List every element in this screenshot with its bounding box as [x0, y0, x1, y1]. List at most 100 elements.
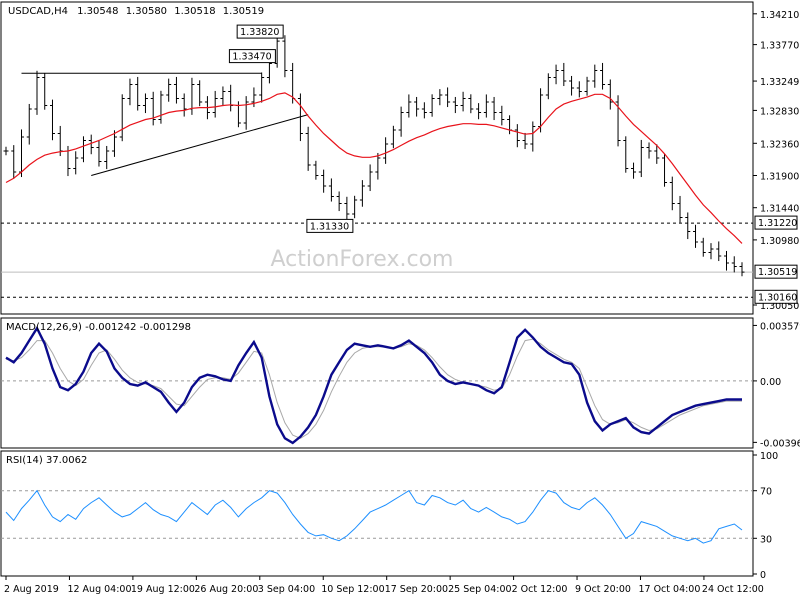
- price-bar: [390, 125, 396, 149]
- level-tag-label: 1.31220: [758, 218, 797, 229]
- macd-main-line: [5, 325, 742, 445]
- price-frame: [0, 1, 754, 315]
- price-panel: ActionForex.com USDCAD,H4 1.30548 1.3058…: [0, 1, 754, 315]
- price-label: 1.33820: [240, 27, 279, 38]
- time-tick-label: 2 Aug 2019: [4, 584, 59, 595]
- price-bar: [313, 160, 319, 180]
- price-bar: [104, 145, 110, 170]
- price-bar: [127, 78, 133, 106]
- price-bar: [460, 91, 466, 112]
- price-bar: [274, 36, 280, 68]
- level-tag-label: 1.30519: [758, 267, 797, 278]
- time-tick-label: 24 Oct 12:00: [702, 584, 764, 595]
- level-tag-label: 1.30160: [758, 292, 797, 303]
- price-bar: [445, 87, 451, 108]
- macd-frame: [0, 317, 754, 449]
- price-tick-label: 1.33770: [760, 41, 799, 52]
- price-bar: [576, 81, 582, 98]
- price-bar: [631, 162, 637, 179]
- ohlc-open: 1.30548: [77, 6, 118, 17]
- watermark: ActionForex.com: [271, 247, 454, 272]
- time-tick-label: 17 Oct 04:00: [638, 584, 700, 595]
- level-tag: [754, 215, 798, 230]
- price-label: 1.33470: [232, 52, 271, 63]
- macd-axis: 0.003579 0.00 -0.003966: [753, 321, 800, 449]
- price-tick-label: 1.34210: [760, 10, 799, 21]
- price-label-box: [306, 218, 354, 233]
- price-bar: [561, 62, 567, 87]
- trendline: [91, 114, 309, 176]
- moving-average-line: [5, 92, 743, 244]
- price-bar: [305, 126, 311, 171]
- price-bar: [49, 99, 55, 141]
- ohlc-close: 1.30519: [223, 6, 264, 17]
- price-label-box: [228, 49, 276, 64]
- price-bar: [429, 94, 435, 117]
- price-bar: [383, 137, 389, 164]
- rsi-line: [5, 489, 743, 544]
- price-bar: [592, 64, 598, 88]
- price-bar: [3, 146, 9, 156]
- rsi-tick-label: 70: [760, 487, 772, 498]
- price-bar: [34, 70, 40, 115]
- price-bar: [158, 90, 164, 124]
- price-bar: [724, 250, 730, 271]
- price-bar: [406, 94, 412, 118]
- price-bar: [514, 124, 520, 148]
- ohlc-high: 1.30580: [126, 6, 167, 17]
- price-bar: [483, 94, 489, 118]
- rsi-tick-label: 30: [760, 534, 772, 545]
- price-bar: [11, 145, 17, 179]
- price-bar: [173, 76, 179, 104]
- price-bar: [669, 176, 675, 211]
- price-tick-label: 1.31900: [760, 172, 799, 183]
- time-tick-label: 19 Aug 12:00: [131, 584, 195, 595]
- price-bar: [468, 94, 474, 114]
- macd-tick-label: 0.003579: [760, 321, 800, 332]
- price-bar: [119, 94, 125, 142]
- time-tick-label: 25 Sep 04:00: [448, 584, 511, 595]
- price-bar: [96, 139, 102, 167]
- price-bar: [243, 96, 249, 130]
- price-bar: [88, 134, 94, 155]
- price-bar: [553, 64, 559, 85]
- price-bar: [375, 152, 381, 180]
- rsi-tick-label: 0: [760, 570, 766, 581]
- rsi-axis: 100 70 30 0: [753, 451, 778, 581]
- price-bar: [499, 105, 505, 126]
- time-tick-label: 9 Oct 20:00: [575, 584, 631, 595]
- price-bar: [623, 136, 629, 173]
- price-bar: [421, 102, 427, 119]
- price-bar: [522, 132, 528, 150]
- price-bar: [336, 191, 342, 212]
- time-tick-label: 2 Oct 12:00: [512, 584, 568, 595]
- price-bar: [584, 76, 590, 96]
- price-tick-label: 1.30980: [760, 236, 799, 247]
- time-tick-label: 26 Aug 20:00: [194, 584, 258, 595]
- time-tick-label: 10 Sep 12:00: [321, 584, 384, 595]
- price-bar: [73, 151, 79, 175]
- rsi-panel: RSI(14) 37.0062: [0, 450, 754, 577]
- price-bar: [708, 243, 714, 260]
- macd-panel: MACD(12,26,9) -0.001242 -0.001298: [0, 317, 754, 449]
- price-bar: [739, 262, 745, 277]
- price-bar: [212, 90, 218, 118]
- price-bar: [166, 78, 172, 102]
- price-bar: [452, 96, 458, 114]
- price-bar: [545, 73, 551, 100]
- price-bar: [677, 195, 683, 223]
- ohlc-low: 1.30518: [174, 6, 215, 17]
- price-bar: [367, 164, 373, 192]
- price-bar: [700, 237, 706, 257]
- price-tick-label: 1.33249: [760, 77, 799, 88]
- rsi-title: RSI(14) 37.0062: [6, 455, 87, 466]
- price-bar: [491, 96, 497, 121]
- price-bar: [359, 180, 365, 207]
- price-bar: [638, 139, 644, 178]
- price-bar: [321, 169, 327, 193]
- rsi-tick-label: 100: [760, 451, 778, 462]
- price-bar: [26, 103, 32, 145]
- price-axis: 1.34210 1.33770 1.33249 1.32830 1.32360 1.319…: [753, 10, 799, 312]
- macd-tick-label: -0.003966: [760, 438, 800, 449]
